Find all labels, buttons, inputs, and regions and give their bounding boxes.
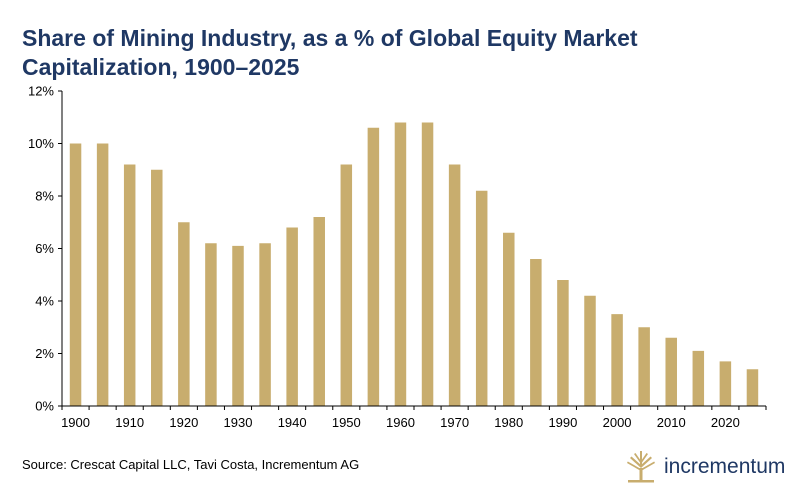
bar-1910 (123, 164, 136, 406)
bar-1935 (259, 243, 271, 406)
x-tick-label: 2000 (603, 415, 632, 430)
axes-group (61, 91, 766, 407)
x-axis-ticks: 1900 1910 1920 1930 1940 1950 1960 1970 1980 1990… (61, 406, 767, 430)
x-tick-label: 1950 (332, 415, 361, 430)
y-tick-label: 6% (35, 241, 54, 256)
tree-logo-icon (627, 451, 655, 483)
bar-1900 (69, 143, 82, 406)
x-tick-label: 1990 (548, 415, 577, 430)
x-tick-label: 1900 (61, 415, 90, 430)
bar-2015 (692, 350, 705, 407)
y-tick-label: 2% (35, 346, 54, 361)
bar-2010 (665, 337, 677, 406)
bar-1920 (178, 222, 190, 406)
bar-1970 (448, 164, 461, 406)
y-tick-label: 4% (35, 294, 54, 309)
x-tick-label: 1920 (169, 415, 198, 430)
bars-group (69, 122, 759, 407)
bar-1975 (475, 190, 488, 406)
bar-1940 (286, 227, 298, 406)
bar-1965 (421, 122, 434, 406)
x-tick-label: 1980 (494, 415, 523, 430)
bar-1925 (205, 243, 217, 406)
chart-title: Share of Mining Industry, as a % of Glob… (22, 25, 638, 80)
bar-1960 (394, 122, 407, 406)
bar-2025 (746, 369, 759, 406)
bar-2005 (638, 327, 650, 406)
bar-1985 (530, 259, 542, 406)
y-tick-label: 8% (35, 189, 54, 204)
y-tick-label: 10% (28, 136, 54, 151)
x-tick-label: 1940 (278, 415, 307, 430)
bar-1930 (232, 245, 244, 407)
x-tick-label: 2010 (657, 415, 686, 430)
x-tick-label: 1930 (224, 415, 253, 430)
y-tick-label: 12% (28, 84, 54, 99)
bar-2000 (611, 314, 623, 407)
incrementum-logo: incrementum (626, 449, 785, 485)
x-tick-label: 1970 (440, 415, 469, 430)
source-note: Source: Crescat Capital LLC, Tavi Costa,… (22, 457, 360, 472)
bar-2020 (719, 361, 732, 407)
bar-1955 (367, 127, 380, 406)
bar-1915 (151, 169, 163, 406)
x-tick-label: 2020 (711, 415, 740, 430)
bar-1980 (503, 232, 515, 406)
y-tick-label: 0% (35, 399, 54, 414)
bar-1990 (557, 280, 569, 406)
bar-1995 (584, 295, 596, 406)
y-axis-ticks: 0% 2% 4% 6% 8% 10% 12% (28, 84, 62, 414)
logo-text: incrementum (664, 455, 786, 478)
bar-1950 (340, 164, 353, 406)
x-tick-label: 1910 (115, 415, 144, 430)
bar-1905 (96, 143, 109, 406)
bar-1945 (313, 217, 325, 406)
x-tick-label: 1960 (386, 415, 415, 430)
